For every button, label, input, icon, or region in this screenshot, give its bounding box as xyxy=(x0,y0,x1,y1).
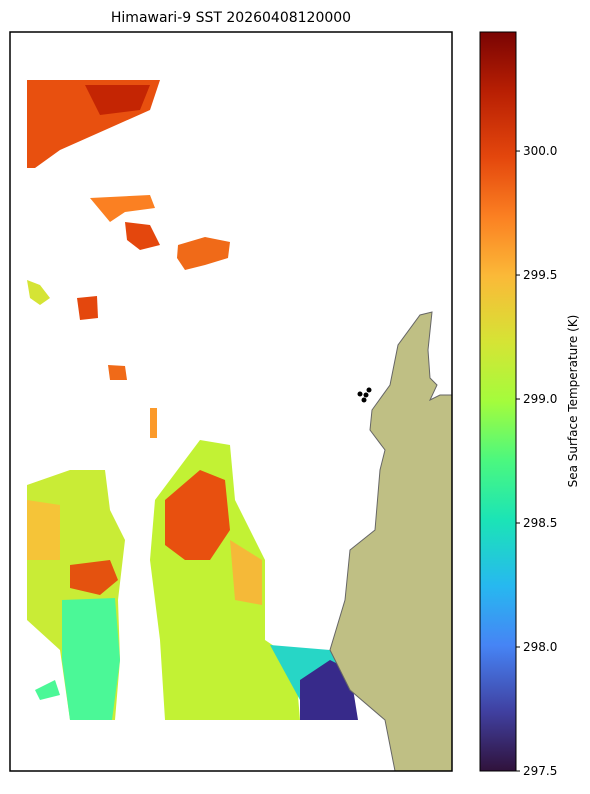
sst-patch xyxy=(35,680,60,700)
sst-patch xyxy=(125,222,160,250)
sst-patch xyxy=(62,598,120,720)
sst-patch xyxy=(177,237,230,270)
map-frame xyxy=(9,31,453,772)
colorbar-tick-label: 298.5 xyxy=(523,516,557,530)
colorbar xyxy=(479,31,517,772)
land xyxy=(329,311,452,771)
station-marker xyxy=(363,392,369,398)
colorbar-tick-label: 297.5 xyxy=(523,764,557,778)
sst-patch xyxy=(70,560,118,595)
colorbar-tick-label: 300.0 xyxy=(523,144,557,158)
sst-patch xyxy=(150,408,157,438)
colorbar-tick-label: 299.0 xyxy=(523,392,557,406)
map-title: Himawari-9 SST 20260408120000 xyxy=(111,10,351,26)
station-marker xyxy=(361,397,367,403)
station-marker xyxy=(366,387,372,393)
colorbar-tick-label: 299.5 xyxy=(523,268,557,282)
sst-patch xyxy=(230,540,262,605)
sst-patch xyxy=(108,365,127,380)
map-area xyxy=(10,32,452,771)
sst-patch xyxy=(90,195,155,222)
sst-patch xyxy=(27,500,60,560)
colorbar-tick-label: 298.0 xyxy=(523,640,557,654)
sst-patch xyxy=(165,470,230,560)
sst-patch xyxy=(27,280,50,305)
station-marker xyxy=(357,391,363,397)
sst-patch xyxy=(77,296,98,320)
colorbar-label: Sea Surface Temperature (K) xyxy=(566,315,580,488)
sst-patch xyxy=(85,85,150,115)
